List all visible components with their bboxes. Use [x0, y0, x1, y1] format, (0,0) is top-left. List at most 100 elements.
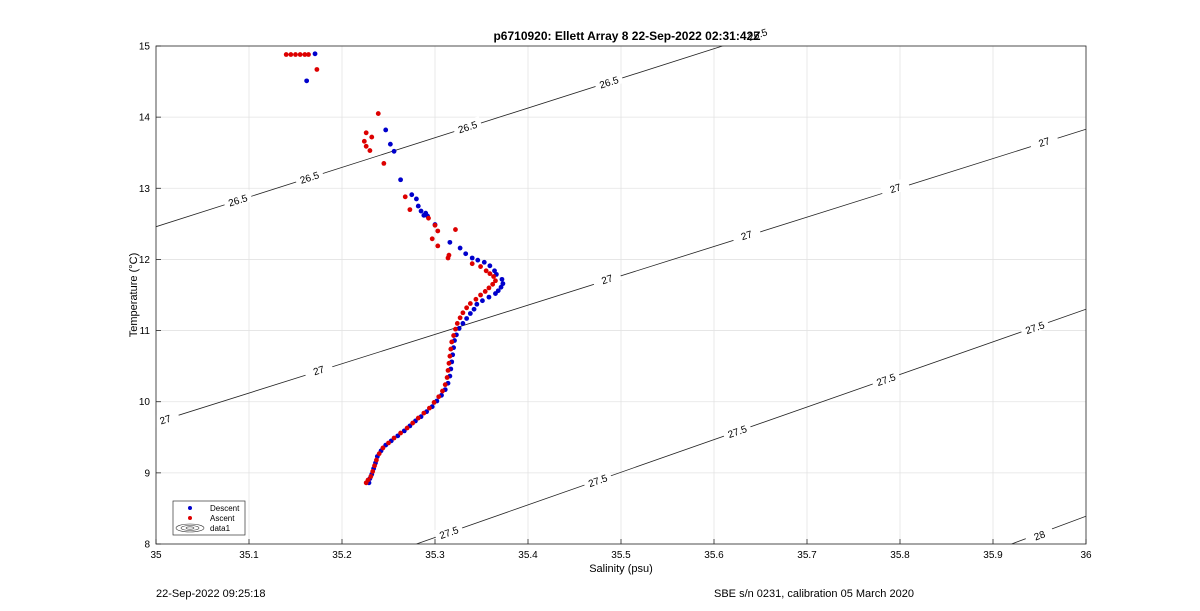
descent-point: [457, 245, 463, 251]
descent-point: [500, 281, 506, 287]
ascent-point: [361, 138, 367, 144]
descent-point: [492, 268, 497, 274]
contour-line-27-5: [416, 308, 1086, 544]
contour-label-text: 27: [159, 413, 173, 427]
footer-calibration: SBE s/n 0231, calibration 05 March 2020: [714, 588, 914, 600]
ascent-point: [451, 333, 456, 338]
descent-point: [474, 301, 480, 307]
contour-label: 27: [149, 408, 181, 429]
x-tick-label: 35.2: [332, 550, 352, 561]
descent-point: [499, 276, 505, 282]
ascent-point: [440, 388, 445, 394]
ascent-point: [363, 480, 369, 486]
x-tick-label: 35.4: [518, 550, 538, 561]
descent-point: [469, 255, 475, 261]
ascent-point: [486, 285, 492, 291]
chart-title: p6710920: Ellett Array 8 22-Sep-2022 02:…: [493, 29, 760, 43]
x-tick-label: 35.1: [239, 550, 259, 561]
descent-point: [456, 326, 462, 331]
ascent-point: [460, 310, 466, 316]
contour-label-bg: [879, 177, 911, 198]
ascent-point: [454, 321, 460, 326]
ascent-point: [487, 271, 493, 277]
legend-label-ascent: Ascent: [210, 514, 235, 523]
ascent-point: [444, 375, 450, 380]
contour-label: 27: [591, 268, 622, 289]
contour-label-bg: [149, 408, 181, 429]
ascent-point: [483, 268, 489, 274]
descent-point: [447, 239, 453, 245]
ascent-point: [432, 222, 438, 228]
ascent-point: [478, 292, 483, 298]
contour-label-bg: [1023, 524, 1055, 546]
ascent-point: [421, 410, 427, 416]
contour-label-bg: [731, 224, 762, 245]
contour-label-bg: [452, 116, 483, 137]
ascent-point: [283, 52, 289, 57]
ascent-point: [363, 143, 369, 149]
descent-point: [415, 203, 421, 209]
ascent-point: [445, 368, 451, 373]
x-tick-label: 36: [1080, 550, 1092, 561]
y-tick-label: 9: [144, 468, 150, 479]
y-axis-ticks: 8 9 10 11 12 13 14 15: [139, 42, 161, 551]
x-tick-label: 35.8: [890, 550, 910, 561]
legend-marker-ascent: [188, 516, 192, 520]
ascent-point: [288, 52, 294, 57]
descent-point: [487, 263, 493, 269]
x-axis-ticks: 35 35.1 35.2 35.3 35.4 35.5 35.6 35.7 35.8 35.9 36: [150, 539, 1092, 561]
contour-label-bg: [591, 268, 622, 289]
ascent-point: [369, 134, 375, 140]
descent-point: [418, 208, 424, 214]
ascent-point: [447, 353, 453, 359]
descent-point: [471, 306, 477, 312]
data-points: [283, 51, 506, 486]
ascent-point: [478, 264, 483, 269]
ascent-point: [431, 400, 437, 405]
contour-label-bg: [433, 521, 464, 542]
ascent-point: [427, 405, 432, 411]
contour-label-bg: [870, 368, 901, 390]
descent-point: [493, 291, 498, 296]
descent-point: [391, 148, 397, 154]
y-axis-label: Temperature (°C): [128, 253, 140, 337]
descent-point: [409, 192, 415, 198]
ascent-point: [426, 215, 431, 221]
y-tick-label: 15: [139, 42, 151, 53]
y-tick-label: 13: [139, 184, 151, 195]
contour-label-bg: [1028, 131, 1060, 152]
ascent-point: [435, 243, 441, 249]
x-tick-label: 35.7: [797, 550, 817, 561]
y-tick-label: 11: [140, 326, 151, 337]
x-tick-label: 35: [150, 550, 162, 561]
descent-point: [398, 177, 403, 183]
ascent-point: [448, 346, 454, 352]
descent-point: [383, 127, 389, 133]
legend: Descent Ascent data1: [172, 500, 246, 536]
ascent-point: [363, 130, 369, 136]
descent-point: [475, 257, 481, 263]
descent-point: [414, 196, 419, 202]
ascent-point: [302, 52, 308, 57]
y-tick-label: 8: [144, 540, 150, 551]
contour-label-text: 27: [889, 182, 903, 196]
contour-label: 27: [879, 177, 911, 198]
y-tick-label: 12: [139, 255, 151, 266]
descent-point: [486, 294, 492, 300]
ascent-point: [490, 281, 496, 287]
ascent-point: [464, 305, 470, 311]
ascent-point: [368, 474, 374, 479]
contour-label-text: 27: [1037, 136, 1051, 150]
ascent-point: [407, 207, 413, 213]
contour-label-bg: [742, 23, 773, 44]
contour-label: 27: [303, 359, 334, 380]
ascent-point: [467, 301, 473, 306]
ascent-point: [435, 228, 441, 234]
descent-point: [467, 311, 473, 316]
contour-label-bg: [593, 71, 624, 92]
ascent-point: [367, 148, 373, 153]
ascent-point: [469, 261, 475, 267]
ascent-point: [372, 463, 377, 469]
descent-point: [480, 298, 485, 304]
